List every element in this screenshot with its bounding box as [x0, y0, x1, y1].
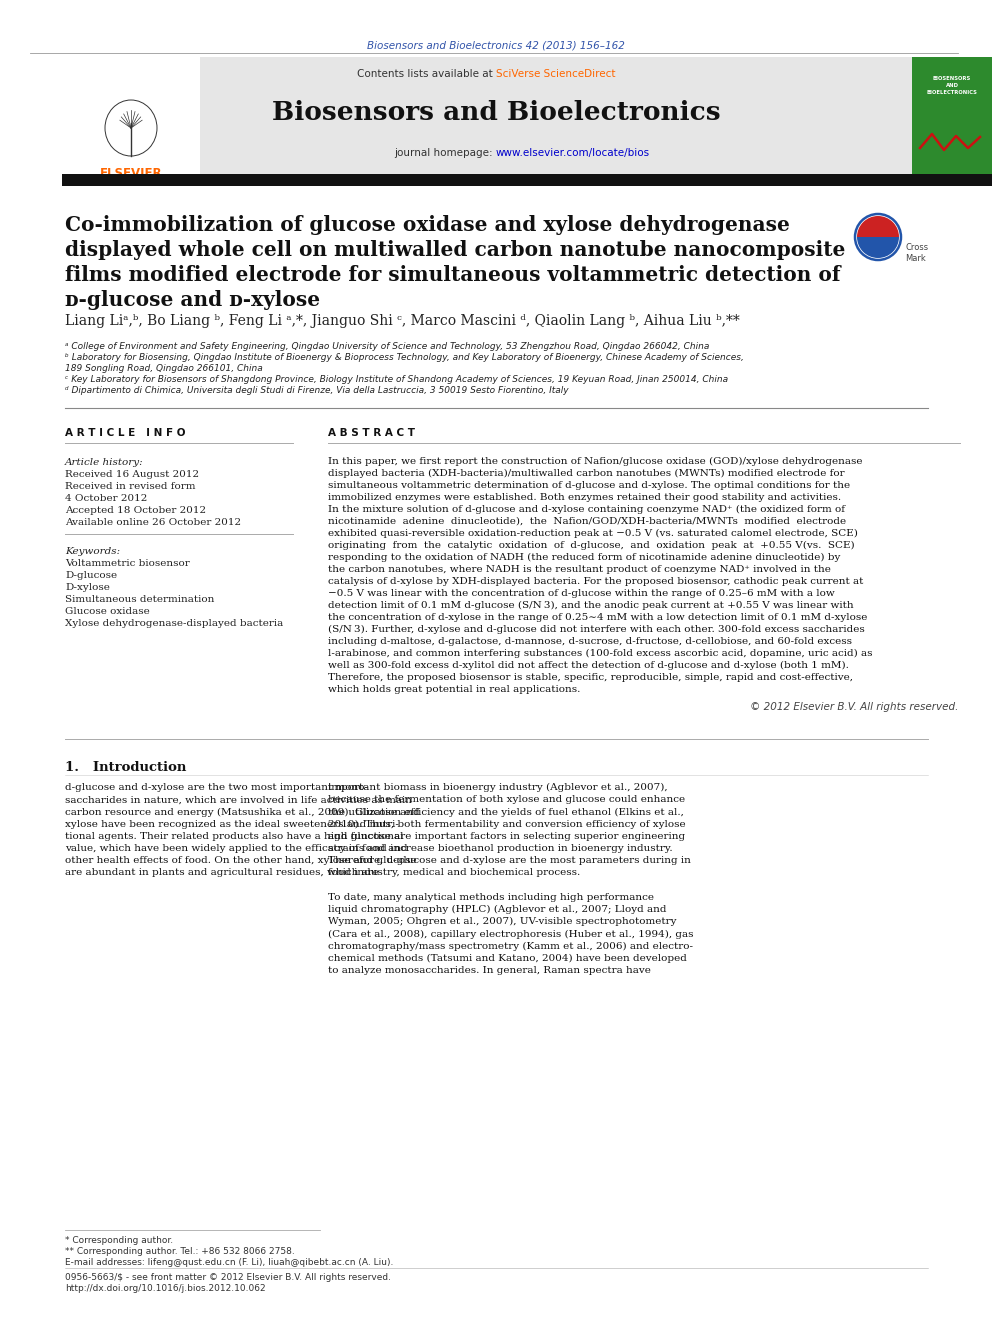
- Text: value, which have been widely applied to the efficacy of food and: value, which have been widely applied to…: [65, 844, 408, 853]
- Text: http://dx.doi.org/10.1016/j.bios.2012.10.062: http://dx.doi.org/10.1016/j.bios.2012.10…: [65, 1285, 266, 1293]
- Text: catalysis of d-xylose by XDH-displayed bacteria. For the proposed biosensor, cat: catalysis of d-xylose by XDH-displayed b…: [328, 577, 863, 586]
- Text: to analyze monosaccharides. In general, Raman spectra have: to analyze monosaccharides. In general, …: [328, 966, 651, 975]
- Text: nicotinamide  adenine  dinucleotide),  the  Nafion/GOD/XDH-bacteria/MWNTs  modif: nicotinamide adenine dinucleotide), the …: [328, 517, 846, 527]
- Text: −0.5 V was linear with the concentration of d-glucose within the range of 0.25–6: −0.5 V was linear with the concentration…: [328, 589, 834, 598]
- Text: Voltammetric biosensor: Voltammetric biosensor: [65, 560, 189, 568]
- FancyBboxPatch shape: [62, 57, 200, 175]
- Text: ᵇ Laboratory for Biosensing, Qingdao Institute of Bioenergy & Bioprocess Technol: ᵇ Laboratory for Biosensing, Qingdao Ins…: [65, 353, 744, 363]
- Text: A B S T R A C T: A B S T R A C T: [328, 429, 415, 438]
- Text: (S/N 3). Further, d-xylose and d-glucose did not interfere with each other. 300-: (S/N 3). Further, d-xylose and d-glucose…: [328, 624, 865, 634]
- Text: simultaneous voltammetric determination of d-glucose and d-xylose. The optimal c: simultaneous voltammetric determination …: [328, 482, 850, 490]
- Text: BIOSENSORS
AND
BIOELECTRONICS: BIOSENSORS AND BIOELECTRONICS: [927, 75, 977, 95]
- Text: Liang Liᵃ,ᵇ, Bo Liang ᵇ, Feng Li ᵃ,*, Jianguo Shi ᶜ, Marco Mascini ᵈ, Qiaolin La: Liang Liᵃ,ᵇ, Bo Liang ᵇ, Feng Li ᵃ,*, Ji…: [65, 314, 740, 328]
- Text: 0956-5663/$ - see front matter © 2012 Elsevier B.V. All rights reserved.: 0956-5663/$ - see front matter © 2012 El…: [65, 1273, 391, 1282]
- Text: exhibited quasi-reversible oxidation-reduction peak at −0.5 V (vs. saturated cal: exhibited quasi-reversible oxidation-red…: [328, 529, 858, 538]
- Text: ᵈ Dipartimento di Chimica, Universita degli Studi di Firenze, Via della Lastrucc: ᵈ Dipartimento di Chimica, Universita de…: [65, 386, 568, 396]
- Text: films modified electrode for simultaneous voltammetric detection of: films modified electrode for simultaneou…: [65, 265, 840, 284]
- Text: Contents lists available at: Contents lists available at: [357, 69, 496, 79]
- Text: displayed bacteria (XDH-bacteria)/multiwalled carbon nanotubes (MWNTs) modified : displayed bacteria (XDH-bacteria)/multiw…: [328, 468, 844, 478]
- Text: the concentration of d-xylose in the range of 0.25∼4 mM with a low detection lim: the concentration of d-xylose in the ran…: [328, 613, 867, 622]
- Text: detection limit of 0.1 mM d-glucose (S/N 3), and the anodic peak current at +0.5: detection limit of 0.1 mM d-glucose (S/N…: [328, 601, 854, 610]
- Text: l-arabinose, and common interfering substances (100-fold excess ascorbic acid, d: l-arabinose, and common interfering subs…: [328, 650, 873, 658]
- Text: Cross
Mark: Cross Mark: [905, 243, 929, 263]
- Text: D-glucose: D-glucose: [65, 572, 117, 579]
- Text: chromatography/mass spectrometry (Kamm et al., 2006) and electro-: chromatography/mass spectrometry (Kamm e…: [328, 942, 693, 951]
- Text: xylose have been recognized as the ideal sweeteners and nutri-: xylose have been recognized as the ideal…: [65, 820, 399, 828]
- Text: ᴅ-glucose and ᴅ-xylose: ᴅ-glucose and ᴅ-xylose: [65, 290, 320, 310]
- Text: food industry, medical and biochemical process.: food industry, medical and biochemical p…: [328, 868, 580, 877]
- Text: the carbon nanotubes, where NADH is the resultant product of coenzyme NAD⁺ invol: the carbon nanotubes, where NADH is the …: [328, 565, 831, 574]
- Text: SciVerse ScienceDirect: SciVerse ScienceDirect: [496, 69, 615, 79]
- Text: Biosensors and Bioelectronics 42 (2013) 156–162: Biosensors and Bioelectronics 42 (2013) …: [367, 40, 625, 50]
- Text: well as 300-fold excess d-xylitol did not affect the detection of d-glucose and : well as 300-fold excess d-xylitol did no…: [328, 662, 849, 671]
- Text: E-mail addresses: lifeng@qust.edu.cn (F. Li), liuah@qibebt.ac.cn (A. Liu).: E-mail addresses: lifeng@qust.edu.cn (F.…: [65, 1258, 394, 1267]
- Text: d-glucose and d-xylose are the two most important mono-: d-glucose and d-xylose are the two most …: [65, 783, 368, 792]
- Text: Co-immobilization of glucose oxidase and xylose dehydrogenase: Co-immobilization of glucose oxidase and…: [65, 216, 790, 235]
- Wedge shape: [857, 216, 899, 237]
- Text: Therefore, the proposed biosensor is stable, specific, reproducible, simple, rap: Therefore, the proposed biosensor is sta…: [328, 673, 853, 681]
- Text: important biomass in bioenergy industry (Agblevor et al., 2007),: important biomass in bioenergy industry …: [328, 783, 668, 792]
- Text: Xylose dehydrogenase-displayed bacteria: Xylose dehydrogenase-displayed bacteria: [65, 619, 284, 628]
- Text: www.elsevier.com/locate/bios: www.elsevier.com/locate/bios: [496, 148, 650, 157]
- Text: and glucose are important factors in selecting superior engineering: and glucose are important factors in sel…: [328, 832, 685, 841]
- Text: saccharides in nature, which are involved in life activities as main: saccharides in nature, which are involve…: [65, 795, 412, 804]
- Text: which holds great potential in real applications.: which holds great potential in real appl…: [328, 685, 580, 695]
- Text: * Corresponding author.: * Corresponding author.: [65, 1236, 174, 1245]
- Text: (Cara et al., 2008), capillary electrophoresis (Huber et al., 1994), gas: (Cara et al., 2008), capillary electroph…: [328, 929, 693, 938]
- Text: Wyman, 2005; Ohgren et al., 2007), UV-visible spectrophotometry: Wyman, 2005; Ohgren et al., 2007), UV-vi…: [328, 917, 677, 926]
- Text: To date, many analytical methods including high performance: To date, many analytical methods includi…: [328, 893, 654, 902]
- Text: other health effects of food. On the other hand, xylose and glucose: other health effects of food. On the oth…: [65, 856, 417, 865]
- Text: 189 Songling Road, Qingdao 266101, China: 189 Songling Road, Qingdao 266101, China: [65, 364, 263, 373]
- Text: 4 October 2012: 4 October 2012: [65, 493, 148, 503]
- Text: Biosensors and Bioelectronics: Biosensors and Bioelectronics: [272, 101, 720, 124]
- Text: Keywords:: Keywords:: [65, 546, 120, 556]
- Text: Article history:: Article history:: [65, 458, 144, 467]
- Text: In this paper, we first report the construction of Nafion/glucose oxidase (GOD)/: In this paper, we first report the const…: [328, 456, 862, 466]
- Text: ** Corresponding author. Tel.: +86 532 8066 2758.: ** Corresponding author. Tel.: +86 532 8…: [65, 1248, 295, 1256]
- Text: Glucose oxidase: Glucose oxidase: [65, 607, 150, 617]
- Text: liquid chromatography (HPLC) (Agblevor et al., 2007; Lloyd and: liquid chromatography (HPLC) (Agblevor e…: [328, 905, 667, 914]
- Text: originating  from  the  catalytic  oxidation  of  d-glucose,  and  oxidation  pe: originating from the catalytic oxidation…: [328, 541, 855, 550]
- Text: Received in revised form: Received in revised form: [65, 482, 195, 491]
- Text: including d-maltose, d-galactose, d-mannose, d-sucrose, d-fructose, d-cellobiose: including d-maltose, d-galactose, d-mann…: [328, 636, 852, 646]
- Text: ᶜ Key Laboratory for Biosensors of Shangdong Province, Biology Institute of Shan: ᶜ Key Laboratory for Biosensors of Shang…: [65, 374, 728, 384]
- Text: Simultaneous determination: Simultaneous determination: [65, 595, 214, 605]
- Text: are abundant in plants and agricultural residues, which are: are abundant in plants and agricultural …: [65, 868, 379, 877]
- Text: journal homepage:: journal homepage:: [394, 148, 496, 157]
- Text: Available online 26 October 2012: Available online 26 October 2012: [65, 519, 241, 527]
- Text: because the fermentation of both xylose and glucose could enhance: because the fermentation of both xylose …: [328, 795, 685, 804]
- Text: Accepted 18 October 2012: Accepted 18 October 2012: [65, 505, 206, 515]
- Text: ELSEVIER: ELSEVIER: [99, 167, 163, 180]
- Text: Therefore, d-glucose and d-xylose are the most parameters during in: Therefore, d-glucose and d-xylose are th…: [328, 856, 690, 865]
- Text: carbon resource and energy (Matsushika et al., 2009). Glucose and: carbon resource and energy (Matsushika e…: [65, 807, 420, 816]
- Text: displayed whole cell on multiwalled carbon nanotube nanocomposite: displayed whole cell on multiwalled carb…: [65, 239, 845, 261]
- Text: chemical methods (Tatsumi and Katano, 2004) have been developed: chemical methods (Tatsumi and Katano, 20…: [328, 954, 686, 963]
- Text: In the mixture solution of d-glucose and d-xylose containing coenzyme NAD⁺ (the : In the mixture solution of d-glucose and…: [328, 505, 845, 515]
- Text: strains and increase bioethanol production in bioenergy industry.: strains and increase bioethanol producti…: [328, 844, 673, 853]
- Text: tional agents. Their related products also have a high functional: tional agents. Their related products al…: [65, 832, 404, 841]
- Wedge shape: [857, 237, 899, 258]
- Text: © 2012 Elsevier B.V. All rights reserved.: © 2012 Elsevier B.V. All rights reserved…: [750, 703, 958, 712]
- Text: immobilized enzymes were established. Both enzymes retained their good stability: immobilized enzymes were established. Bo…: [328, 493, 841, 501]
- Text: Received 16 August 2012: Received 16 August 2012: [65, 470, 199, 479]
- Text: D-xylose: D-xylose: [65, 583, 110, 591]
- FancyBboxPatch shape: [62, 57, 912, 175]
- FancyBboxPatch shape: [62, 175, 992, 187]
- Text: responding to the oxidation of NADH (the reduced form of nicotinamide adenine di: responding to the oxidation of NADH (the…: [328, 553, 840, 562]
- FancyBboxPatch shape: [912, 57, 992, 175]
- Text: 2010). Thus, both fermentability and conversion efficiency of xylose: 2010). Thus, both fermentability and con…: [328, 820, 685, 828]
- Text: A R T I C L E   I N F O: A R T I C L E I N F O: [65, 429, 186, 438]
- Text: ᵃ College of Environment and Safety Engineering, Qingdao University of Science a: ᵃ College of Environment and Safety Engi…: [65, 343, 709, 351]
- Text: 1.   Introduction: 1. Introduction: [65, 761, 186, 774]
- Text: the utilization efficiency and the yields of fuel ethanol (Elkins et al.,: the utilization efficiency and the yield…: [328, 807, 683, 816]
